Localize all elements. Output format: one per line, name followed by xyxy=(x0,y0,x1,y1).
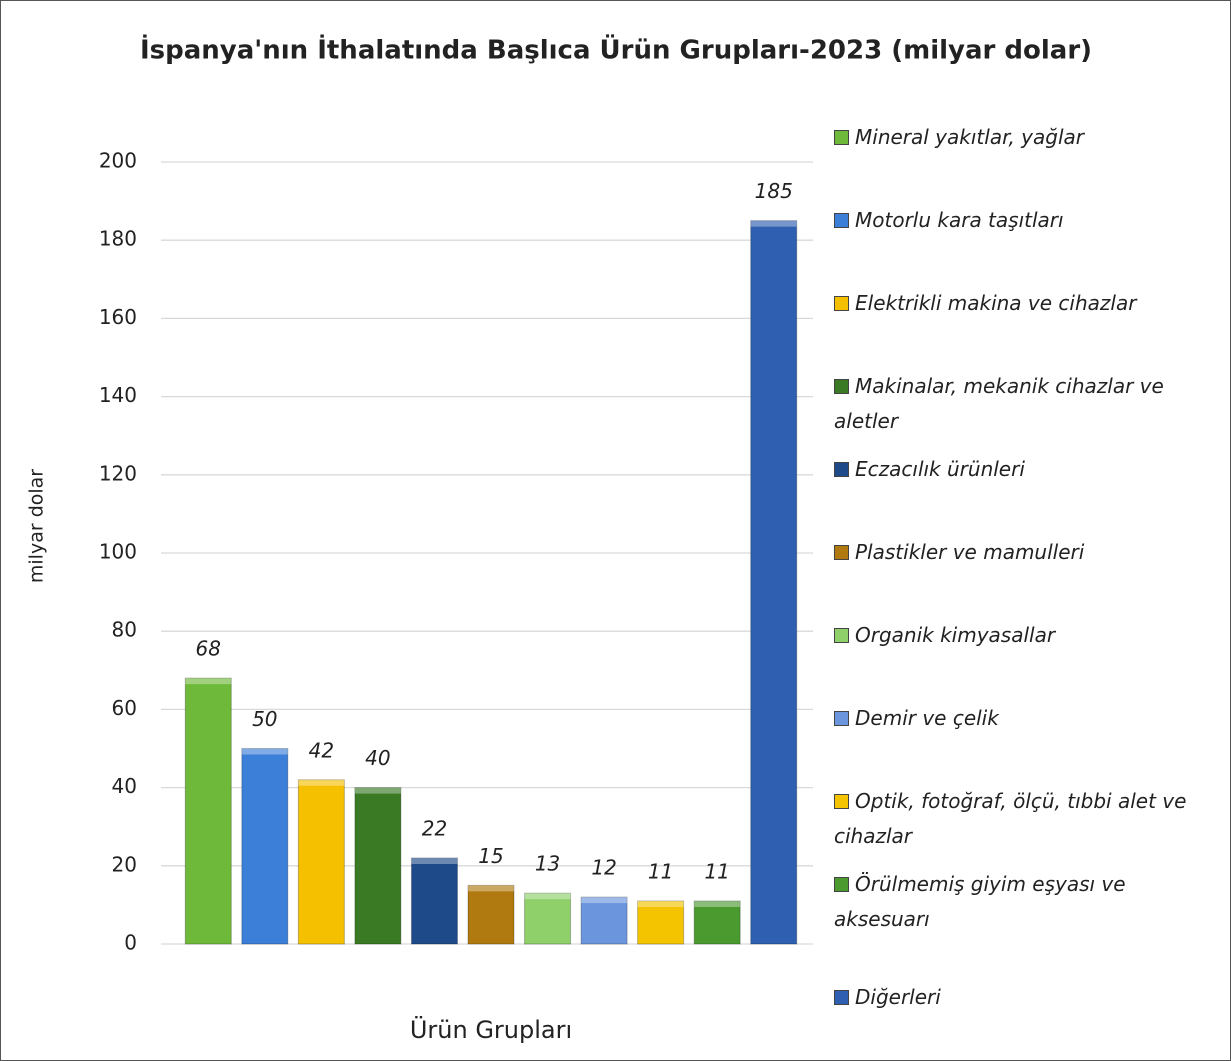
bar-bevel xyxy=(694,900,741,907)
chart-title: İspanya'nın İthalatında Başlıca Ürün Gru… xyxy=(140,33,1092,66)
y-axis-label: milyar dolar xyxy=(26,469,48,583)
legend-item: Eczacılık ürünleri xyxy=(834,452,1194,487)
data-label: 68 xyxy=(196,637,221,661)
legend-swatch xyxy=(834,711,849,726)
legend-item: Motorlu kara taşıtları xyxy=(834,203,1194,238)
legend-swatch xyxy=(834,877,849,892)
bar xyxy=(750,220,798,945)
legend-item: Organik kimyasallar xyxy=(834,618,1194,653)
data-label: 15 xyxy=(478,844,503,868)
legend-swatch xyxy=(834,213,849,228)
data-label: 185 xyxy=(755,179,793,203)
bar-bevel xyxy=(468,885,514,892)
legend-label: Optik, fotoğraf, ölçü, tıbbi alet ve cih… xyxy=(834,789,1187,848)
data-label: 22 xyxy=(422,816,447,840)
bar xyxy=(354,787,402,945)
legend-label: Makinalar, mekanik cihazlar ve aletler xyxy=(834,374,1164,433)
legend-item: Plastikler ve mamulleri xyxy=(834,535,1194,570)
data-label: 12 xyxy=(591,856,616,880)
bar-bevel xyxy=(750,220,797,227)
bar-bevel xyxy=(524,893,571,900)
y-tick-label: 20 xyxy=(112,852,137,876)
bar xyxy=(637,900,685,945)
y-tick-label: 160 xyxy=(99,305,137,329)
legend-swatch xyxy=(834,628,849,643)
bar-bevel xyxy=(241,748,288,755)
legend-label: Demir ve çelik xyxy=(855,706,999,730)
legend-label: Organik kimyasallar xyxy=(855,623,1056,647)
y-tick-label: 80 xyxy=(112,618,137,642)
bar-bevel xyxy=(581,897,628,904)
legend-swatch xyxy=(834,990,849,1005)
legend-label: Mineral yakıtlar, yağlar xyxy=(855,125,1084,149)
legend-label: Plastikler ve mamulleri xyxy=(855,540,1085,564)
y-tick-label: 60 xyxy=(112,696,137,720)
bar xyxy=(410,857,458,945)
y-tick-label: 40 xyxy=(112,774,137,798)
legend-label: Elektrikli makina ve cihazlar xyxy=(855,291,1137,315)
y-tick-label: 100 xyxy=(99,540,137,564)
legend-label: Örülmemiş giyim eşyası ve aksesuarı xyxy=(834,872,1126,931)
legend-label: Eczacılık ürünleri xyxy=(855,457,1025,481)
legend-item: Diğerleri xyxy=(834,980,1194,1015)
bar-bevel xyxy=(354,787,401,794)
y-tick-label: 120 xyxy=(99,461,137,485)
legend-label: Diğerleri xyxy=(855,985,941,1009)
legend-item: Örülmemiş giyim eşyası ve aksesuarı xyxy=(834,867,1194,937)
bar-bevel xyxy=(637,900,684,907)
bar xyxy=(524,892,572,945)
y-tick-label: 0 xyxy=(124,931,137,955)
bar-bevel xyxy=(411,857,458,864)
legend-swatch xyxy=(834,794,849,809)
legend-label: Motorlu kara taşıtları xyxy=(855,208,1064,232)
y-tick-label: 180 xyxy=(99,227,137,251)
data-label: 40 xyxy=(365,746,390,770)
bar xyxy=(297,779,345,945)
legend-swatch xyxy=(834,545,849,560)
x-axis-label: Ürün Grupları xyxy=(410,1015,572,1044)
bar xyxy=(184,677,232,945)
legend-swatch xyxy=(834,130,849,145)
legend-item: Makinalar, mekanik cihazlar ve aletler xyxy=(834,369,1194,439)
data-label: 50 xyxy=(252,707,277,731)
legend-swatch xyxy=(834,379,849,394)
legend-item: Optik, fotoğraf, ölçü, tıbbi alet ve cih… xyxy=(834,784,1194,854)
data-label: 42 xyxy=(309,738,334,762)
legend-swatch xyxy=(834,462,849,477)
legend-item: Demir ve çelik xyxy=(834,701,1194,736)
bar-bevel xyxy=(185,678,232,685)
data-label: 13 xyxy=(535,852,560,876)
bar xyxy=(467,884,515,945)
bar xyxy=(580,896,628,945)
data-label: 11 xyxy=(648,859,673,883)
data-label: 11 xyxy=(704,859,729,883)
bar-bevel xyxy=(298,779,345,786)
bar xyxy=(693,900,741,945)
y-tick-label: 200 xyxy=(99,149,137,173)
legend-item: Elektrikli makina ve cihazlar xyxy=(834,286,1194,321)
bar xyxy=(241,748,289,945)
legend-item: Mineral yakıtlar, yağlar xyxy=(834,120,1194,155)
y-tick-label: 140 xyxy=(99,383,137,407)
legend-swatch xyxy=(834,296,849,311)
